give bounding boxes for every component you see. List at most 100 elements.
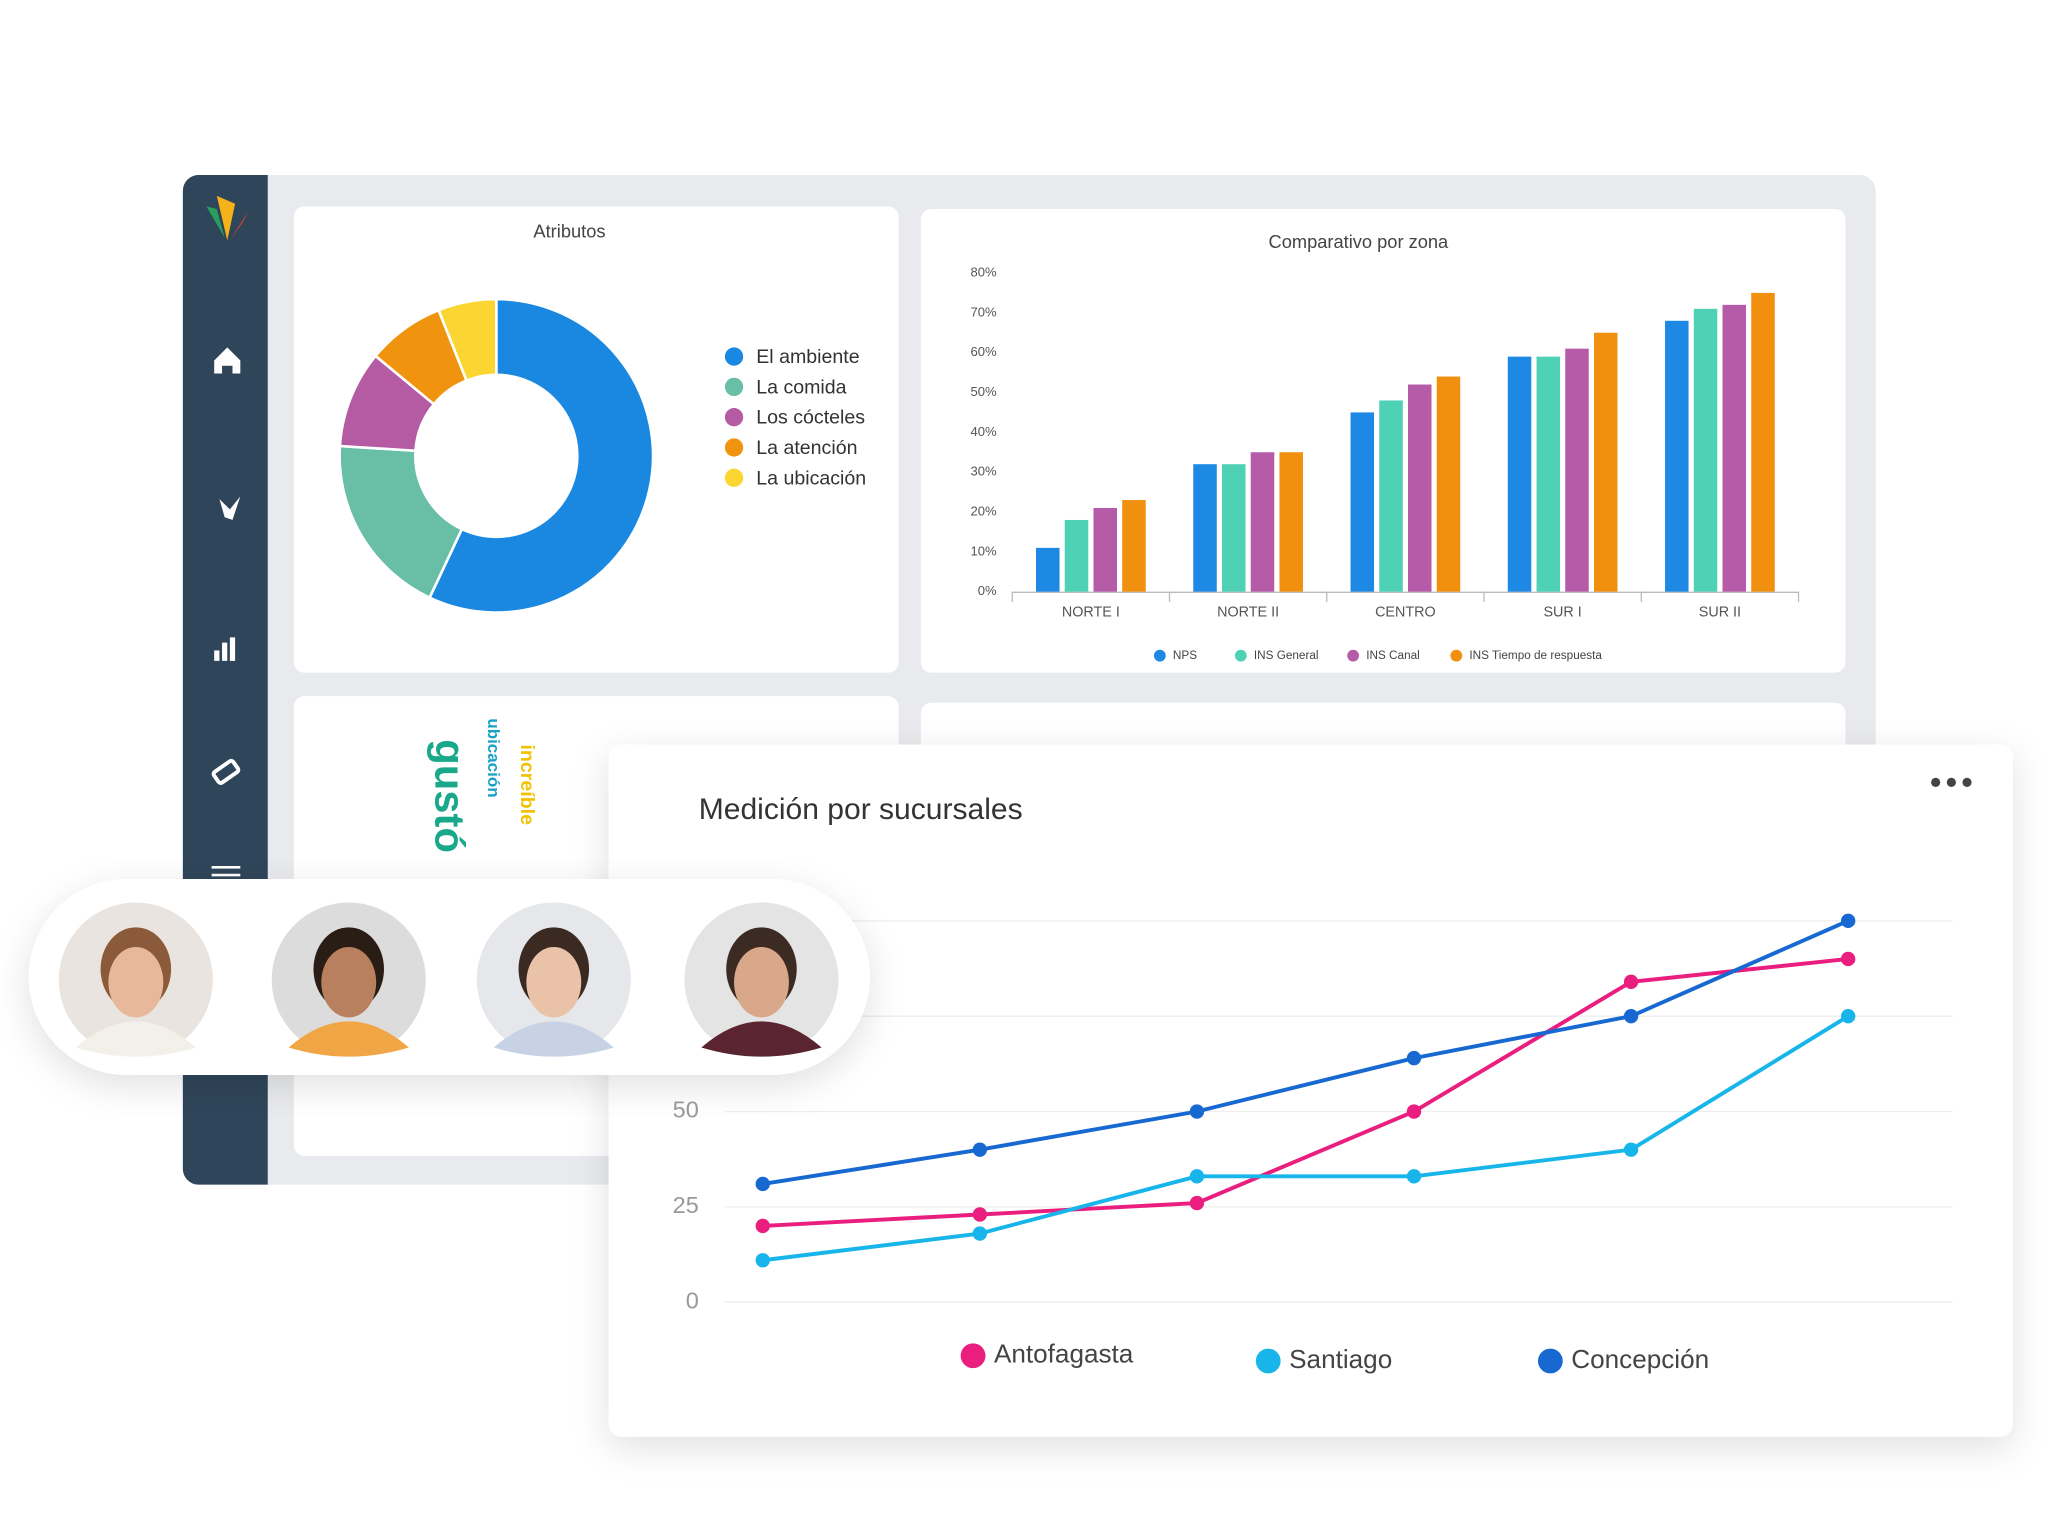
legend-label: La comida — [756, 376, 846, 398]
avatar-face — [526, 946, 582, 1018]
legend-label: La atención — [756, 437, 857, 459]
bar — [1036, 547, 1060, 592]
point — [1623, 1008, 1639, 1024]
avatar-face — [108, 946, 164, 1018]
point — [755, 1218, 770, 1234]
legend-marker — [724, 468, 744, 487]
bar-chart: 0% 10% 20% 30% 40% 50% 60% 70% 80% NORTE I NORTE I… — [970, 264, 1800, 662]
bar — [1064, 519, 1089, 592]
point — [972, 1207, 988, 1222]
card — [608, 744, 2013, 1437]
point — [1840, 1008, 1856, 1024]
legend-label: Antofagasta — [994, 1339, 1134, 1369]
legend-label: Los cócteles — [756, 407, 865, 429]
point — [1189, 1104, 1205, 1119]
chart-title: Atributos — [533, 220, 605, 241]
donut-chart: El ambiente La comida Los cócteles La atenc… — [338, 297, 866, 614]
y-tick-label: 80% — [970, 264, 997, 279]
bar — [1751, 292, 1775, 592]
bar — [1379, 400, 1403, 592]
bar — [1193, 464, 1217, 592]
point — [972, 1142, 988, 1157]
bar — [1536, 356, 1561, 592]
point — [1189, 1195, 1205, 1211]
point — [1406, 1104, 1422, 1119]
y-tick-label: 70% — [970, 304, 997, 319]
legend-label: NPS — [1173, 649, 1197, 662]
bar — [1279, 452, 1303, 592]
legend-marker — [1537, 1348, 1563, 1374]
legend-marker — [960, 1343, 986, 1369]
avatar-body — [75, 1021, 196, 1057]
y-tick-label: 30% — [970, 464, 997, 479]
point — [755, 1176, 770, 1192]
stats-icon[interactable] — [214, 637, 236, 661]
legend-label: INS Canal — [1366, 649, 1420, 662]
x-tick-label: CENTRO — [1375, 604, 1436, 620]
legend-marker — [1255, 1348, 1281, 1374]
bar — [1507, 356, 1532, 592]
bar — [1222, 464, 1246, 592]
bar — [1122, 500, 1146, 592]
more-button[interactable] — [1931, 777, 1972, 787]
avatar — [684, 902, 839, 1057]
legend-marker — [724, 347, 744, 366]
donut-slice — [436, 297, 498, 383]
line — [762, 919, 1849, 1186]
bar — [1436, 376, 1461, 592]
bar — [1093, 508, 1117, 592]
point — [1406, 1050, 1422, 1066]
settings-icon[interactable] — [211, 865, 241, 877]
legend-marker — [1450, 649, 1463, 662]
ticket-icon[interactable] — [211, 758, 241, 785]
y-tick-label: 20% — [970, 503, 997, 518]
legend-marker — [1153, 649, 1166, 662]
legend-label: Concepción — [1571, 1344, 1709, 1374]
legend-marker — [724, 438, 744, 457]
x-tick-label: NORTE I — [1062, 604, 1120, 620]
y-tick-label: 25 — [673, 1192, 699, 1218]
pill — [28, 879, 870, 1075]
avatar-body — [493, 1021, 614, 1057]
donut-slice — [427, 297, 655, 614]
legend-label: La ubicación — [756, 467, 866, 489]
bar — [1665, 320, 1689, 592]
point — [1623, 1142, 1639, 1157]
legend-label: INS General — [1254, 649, 1319, 662]
bar — [1250, 452, 1275, 592]
point — [1189, 1169, 1205, 1184]
point — [1623, 974, 1639, 990]
y-tick-label: 0 — [686, 1287, 699, 1313]
word: increíble — [516, 744, 538, 825]
chart-title: Medición por sucursales — [699, 793, 1023, 826]
legend-marker — [1234, 649, 1247, 662]
word: gustó — [427, 739, 474, 853]
avatar-body — [701, 1021, 822, 1057]
legend-marker — [724, 377, 744, 397]
bird-icon[interactable] — [219, 496, 241, 520]
y-tick-label: 40% — [970, 424, 997, 439]
chart-title: Comparativo por zona — [1269, 231, 1450, 252]
legend-label: Santiago — [1289, 1344, 1392, 1374]
bar — [1565, 348, 1589, 592]
legend-marker — [724, 408, 744, 427]
donut-slice — [338, 444, 464, 600]
legend-label: INS Tiempo de respuesta — [1469, 649, 1602, 662]
y-tick-label: 0% — [978, 583, 997, 598]
bar — [1693, 308, 1718, 592]
y-tick-label: 50% — [970, 384, 997, 399]
bar — [1722, 304, 1747, 592]
avatar — [58, 902, 213, 1057]
word: ubicación — [484, 718, 503, 797]
bar — [1593, 332, 1618, 592]
y-tick-label: 60% — [970, 344, 997, 359]
word-cloud: gustó ubicación increíble — [427, 718, 539, 853]
y-tick-label: 10% — [970, 543, 997, 558]
avatar — [476, 902, 631, 1057]
point — [1840, 913, 1856, 928]
point — [1840, 951, 1856, 967]
legend-label: El ambiente — [756, 346, 859, 368]
avatar-face — [321, 946, 377, 1018]
